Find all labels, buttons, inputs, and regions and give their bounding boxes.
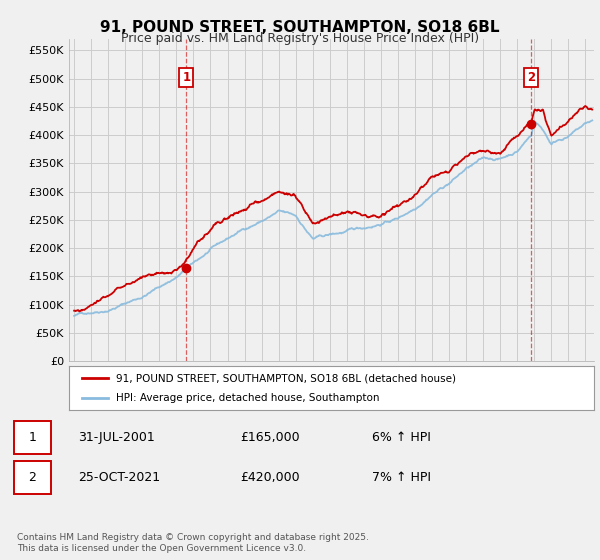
- Text: 31-JUL-2001: 31-JUL-2001: [78, 431, 155, 444]
- Text: £165,000: £165,000: [240, 431, 299, 444]
- Text: 2: 2: [527, 71, 536, 85]
- Text: Price paid vs. HM Land Registry's House Price Index (HPI): Price paid vs. HM Land Registry's House …: [121, 32, 479, 45]
- Text: 6% ↑ HPI: 6% ↑ HPI: [372, 431, 431, 444]
- Text: 25-OCT-2021: 25-OCT-2021: [78, 471, 160, 484]
- Text: 91, POUND STREET, SOUTHAMPTON, SO18 6BL (detached house): 91, POUND STREET, SOUTHAMPTON, SO18 6BL …: [116, 373, 456, 383]
- Text: HPI: Average price, detached house, Southampton: HPI: Average price, detached house, Sout…: [116, 393, 380, 403]
- Text: 1: 1: [182, 71, 190, 85]
- Text: 7% ↑ HPI: 7% ↑ HPI: [372, 471, 431, 484]
- Text: 2: 2: [28, 471, 37, 484]
- Text: 91, POUND STREET, SOUTHAMPTON, SO18 6BL: 91, POUND STREET, SOUTHAMPTON, SO18 6BL: [100, 20, 500, 35]
- Text: £420,000: £420,000: [240, 471, 299, 484]
- Text: Contains HM Land Registry data © Crown copyright and database right 2025.
This d: Contains HM Land Registry data © Crown c…: [17, 533, 368, 553]
- Text: 1: 1: [28, 431, 37, 444]
